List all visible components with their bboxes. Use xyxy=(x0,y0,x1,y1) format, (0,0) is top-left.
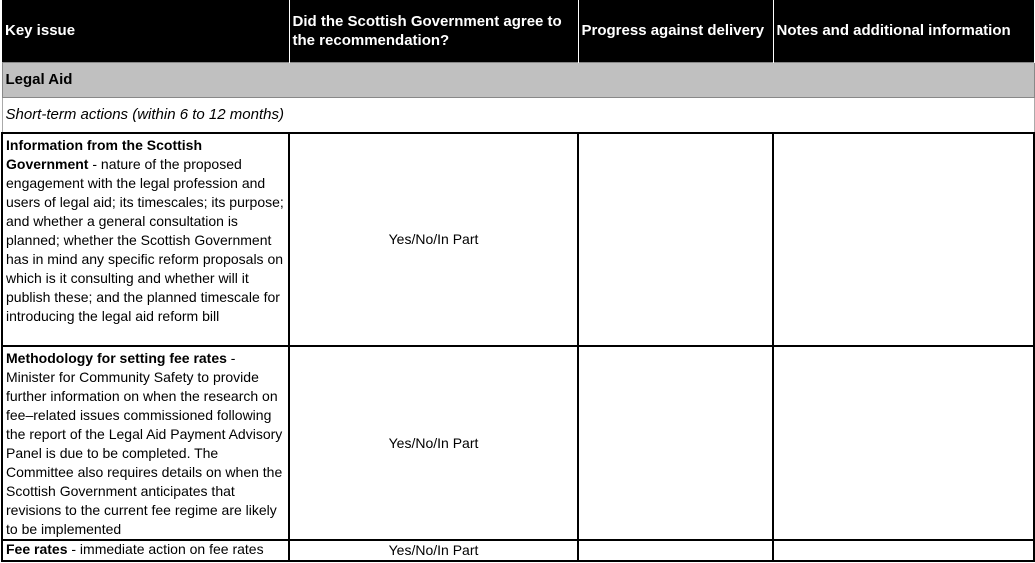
subsection-title: Short-term actions (within 6 to 12 month… xyxy=(1,96,1035,134)
progress-cell[interactable] xyxy=(577,345,774,541)
agree-cell[interactable]: Yes/No/In Part xyxy=(288,132,579,347)
key-issue-cell: Methodology for setting fee rates - Mini… xyxy=(1,345,290,541)
header-progress: Progress against delivery xyxy=(577,0,774,62)
key-issue-title: Methodology for setting fee rates xyxy=(6,350,227,366)
agree-cell[interactable]: Yes/No/In Part xyxy=(288,345,579,541)
key-issue-title: Information from the Scottish Government xyxy=(6,137,202,172)
notes-cell[interactable] xyxy=(772,345,1035,541)
key-issue-title: Fee rates xyxy=(6,541,68,557)
notes-cell[interactable] xyxy=(772,132,1035,347)
progress-cell[interactable] xyxy=(577,132,774,347)
section-title: Legal Aid xyxy=(1,61,1035,98)
key-issue-text: - Minister for Community Safety to provi… xyxy=(6,350,283,537)
agree-cell[interactable]: Yes/No/In Part xyxy=(288,539,579,562)
header-key-issue: Key issue xyxy=(2,0,290,62)
key-issue-cell: Information from the Scottish Government… xyxy=(1,132,290,347)
key-issue-text: - immediate action on fee rates xyxy=(67,541,264,557)
subsection-row: Short-term actions (within 6 to 12 month… xyxy=(1,96,1035,134)
key-issue-cell: Fee rates - immediate action on fee rate… xyxy=(1,539,290,562)
progress-cell[interactable] xyxy=(577,539,774,562)
table-row: Information from the Scottish Government… xyxy=(1,132,1035,347)
notes-cell[interactable] xyxy=(772,539,1035,562)
table-row: Methodology for setting fee rates - Mini… xyxy=(1,345,1035,541)
table-row: Fee rates - immediate action on fee rate… xyxy=(1,539,1035,562)
key-issue-text: - nature of the proposed engagement with… xyxy=(6,156,284,324)
header-agree: Did the Scottish Government agree to the… xyxy=(288,0,579,62)
header-notes: Notes and additional information xyxy=(772,0,1035,62)
section-row: Legal Aid xyxy=(1,61,1035,98)
header-row: Key issue Did the Scottish Government ag… xyxy=(2,0,1035,62)
